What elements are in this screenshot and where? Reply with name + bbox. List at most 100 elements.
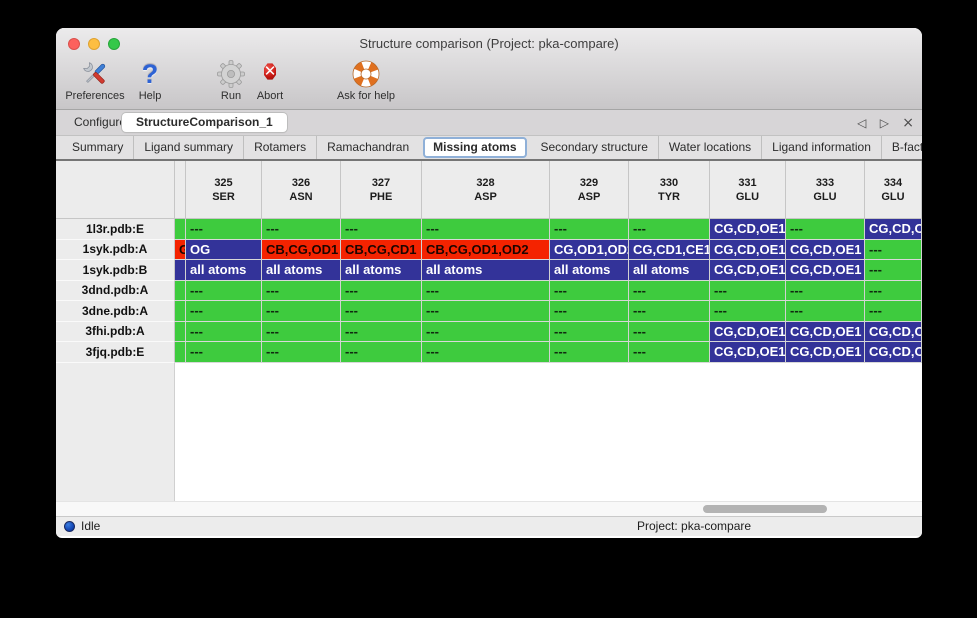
tab-configure[interactable]: Configure (74, 115, 127, 129)
table-cell: --- (186, 219, 262, 240)
table-cell: --- (262, 342, 341, 363)
help-button[interactable]: ? Help (130, 59, 170, 103)
table-cell: --- (710, 301, 786, 322)
table-cell: --- (186, 342, 262, 363)
table-cell: --- (865, 280, 922, 301)
table-cell: --- (422, 301, 550, 322)
table-cell: --- (422, 321, 550, 342)
table-cell: all atoms (262, 260, 341, 281)
table-cell: CG,CD,OE1 (865, 321, 922, 342)
zoom-window-button[interactable] (108, 38, 120, 50)
tab-b-factors[interactable]: B-factors (880, 136, 922, 159)
row-label: 3fjq.pdb:E (56, 342, 175, 363)
table-cell: --- (865, 301, 922, 322)
ask-for-help-label: Ask for help (336, 90, 396, 102)
status-bar: Idle Project: pka-compare (56, 516, 922, 536)
table-cell: --- (341, 301, 422, 322)
table-cell: --- (786, 219, 865, 240)
table-cell (175, 260, 186, 281)
table-cell: --- (865, 260, 922, 281)
table-cell (175, 301, 186, 322)
table-cell: --- (629, 342, 710, 363)
table-cell: --- (629, 321, 710, 342)
tab-ligand-information[interactable]: Ligand information (761, 136, 881, 159)
table-cell (175, 342, 186, 363)
table-cell: --- (786, 301, 865, 322)
table-cell: CG,CD1,CE1 (629, 239, 710, 260)
tab-secondary-structure[interactable]: Secondary structure (540, 140, 648, 154)
column-header: 330 TYR (629, 161, 710, 219)
table-cell: --- (341, 280, 422, 301)
status-dot-icon (64, 521, 75, 532)
table-cell: CG,CD,OE1 (786, 239, 865, 260)
table-cell: --- (262, 301, 341, 322)
window-chrome: Structure comparison (Project: pka-compa… (56, 28, 922, 110)
row-label: 1syk.pdb:A (56, 239, 175, 260)
minimize-window-button[interactable] (88, 38, 100, 50)
ask-for-help-button[interactable]: Ask for help (326, 59, 406, 103)
tab-water-locations[interactable]: Water locations (657, 136, 761, 159)
abort-label: Abort (256, 90, 284, 102)
table-cell: --- (262, 321, 341, 342)
table-cell: all atoms (422, 260, 550, 281)
table-cell: --- (422, 219, 550, 240)
table-cell (175, 219, 186, 240)
table-cell: --- (786, 280, 865, 301)
table-cell: CG,CD,OE1 (865, 219, 922, 240)
table-cell: all atoms (550, 260, 629, 281)
table-cell: OG (186, 239, 262, 260)
preferences-button[interactable]: Preferences (60, 59, 130, 103)
table-cell: CG,CD,OE1 (710, 321, 786, 342)
table-cell: all atoms (629, 260, 710, 281)
tab-ramachandran[interactable]: Ramachandran (316, 136, 419, 159)
table-cell: --- (262, 219, 341, 240)
column-header: 333 GLU (786, 161, 865, 219)
tab-missing-atoms[interactable]: Missing atoms (423, 137, 527, 158)
document-tab-controls: ◁ ▷ × (847, 110, 914, 136)
column-header: 331 GLU (710, 161, 786, 219)
tab-structurecomparison-1[interactable]: StructureComparison_1 (122, 113, 287, 132)
tab-scroll-right-icon[interactable]: ▷ (879, 116, 889, 130)
column-header-edge (175, 161, 186, 219)
tab-close-icon[interactable]: × (902, 115, 914, 131)
table-cell: CB,CG,OD1,OD2 (422, 239, 550, 260)
row-label: 3dnd.pdb:A (56, 280, 175, 301)
tab-scroll-left-icon[interactable]: ◁ (857, 116, 867, 130)
run-label: Run (220, 90, 242, 102)
gear-icon (216, 59, 246, 89)
tab-rotamers[interactable]: Rotamers (243, 136, 316, 159)
horizontal-scrollbar[interactable] (56, 501, 922, 516)
close-window-button[interactable] (68, 38, 80, 50)
table-cell: G (175, 239, 186, 260)
table-cell: --- (341, 321, 422, 342)
question-mark-icon: ? (141, 59, 159, 89)
column-header: 334 GLU (865, 161, 922, 219)
tools-icon (80, 59, 110, 89)
table-cell: --- (186, 301, 262, 322)
table-cell: --- (422, 280, 550, 301)
row-label: 1l3r.pdb:E (56, 219, 175, 240)
row-label: 3dne.pdb:A (56, 301, 175, 322)
row-label: 1syk.pdb:B (56, 260, 175, 281)
tab-ligand-summary[interactable]: Ligand summary (133, 136, 243, 159)
missing-atoms-table: 325 SER 326 ASN 327 PHE 328 ASP 329 ASP 330 TYR 331 G… (56, 161, 922, 363)
table-cell: --- (550, 280, 629, 301)
table-cell: CB,CG,OD1 (262, 239, 341, 260)
table-cell: --- (629, 280, 710, 301)
table-cell: --- (550, 219, 629, 240)
table-cell: CG,OD1,OD2 (550, 239, 629, 260)
tab-summary[interactable]: Summary (72, 140, 124, 154)
table-cell: --- (341, 219, 422, 240)
table-cell: --- (710, 280, 786, 301)
run-button[interactable]: Run (211, 59, 251, 103)
table-cell: CG,CD,OE1 (710, 342, 786, 363)
window-title: Structure comparison (Project: pka-compa… (359, 36, 619, 51)
title-bar: Structure comparison (Project: pka-compa… (56, 28, 922, 58)
abort-button[interactable]: ✕ Abort (248, 59, 292, 103)
table-cell: --- (550, 342, 629, 363)
horizontal-scrollbar-thumb[interactable] (703, 505, 827, 513)
table-cell: CG,CD,OE1 (710, 260, 786, 281)
sub-tab-bar: Summary Ligand summary Rotamers Ramachandra… (56, 136, 922, 161)
table-cell: --- (262, 280, 341, 301)
table-cell: --- (550, 321, 629, 342)
